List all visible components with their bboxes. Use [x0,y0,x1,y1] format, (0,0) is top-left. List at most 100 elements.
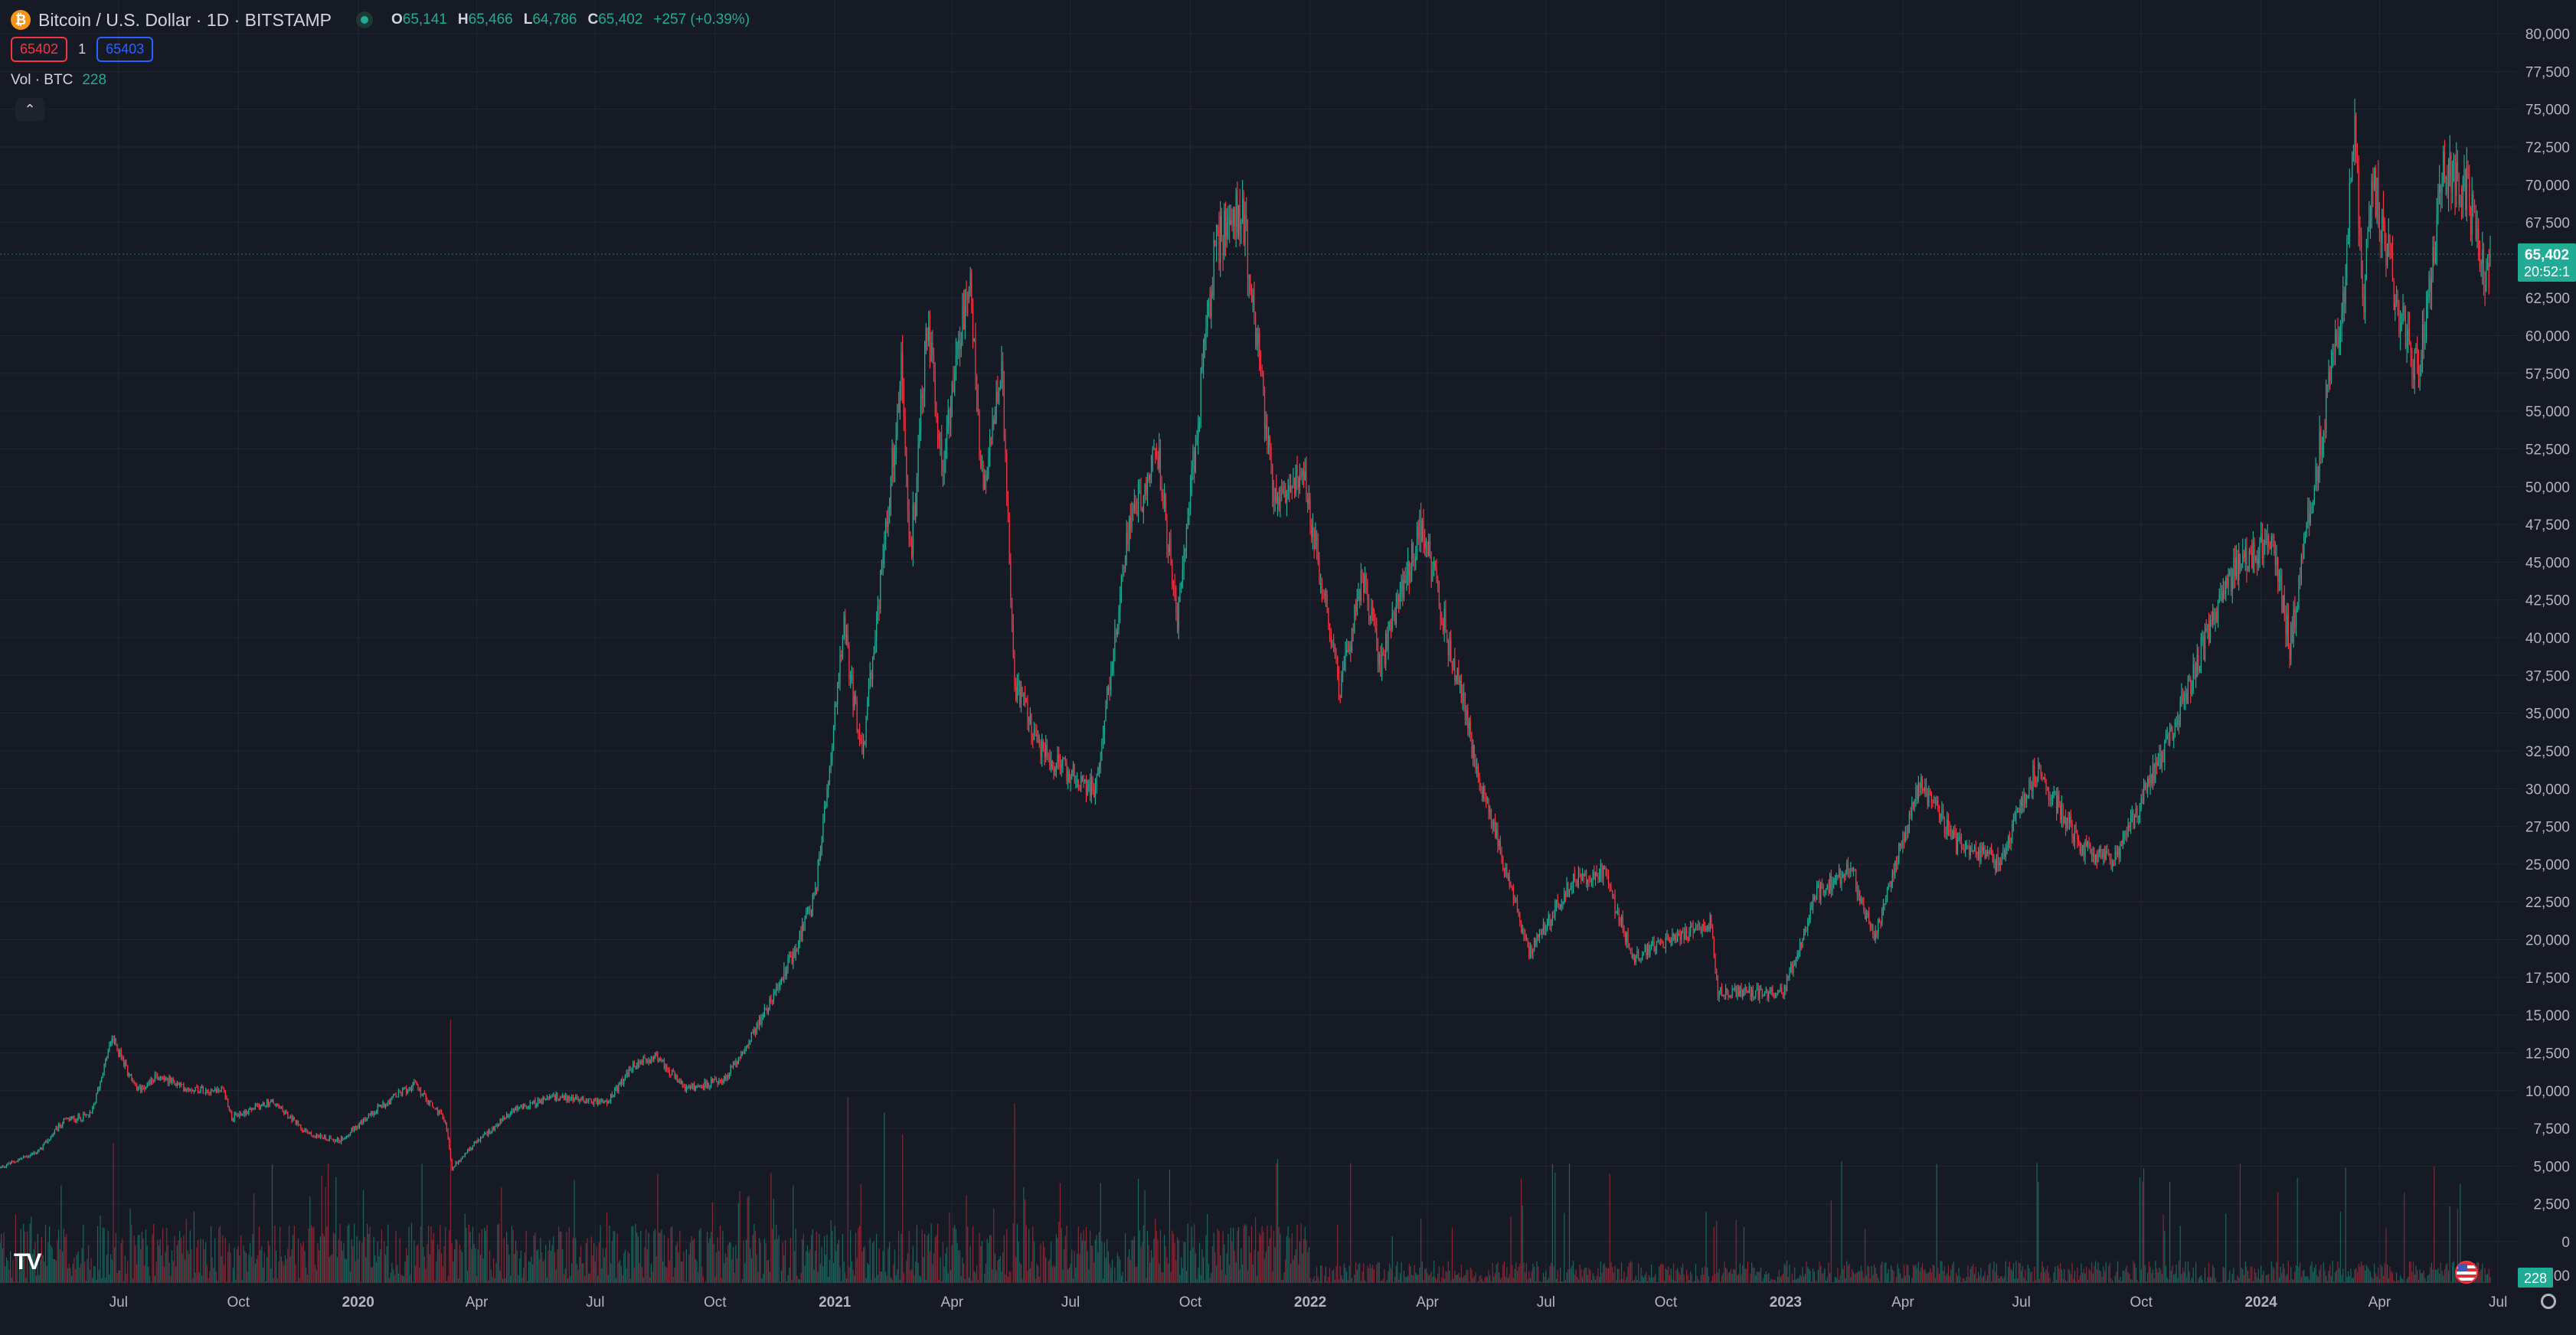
volume-bar [1290,1264,1291,1283]
candle-body [1805,929,1806,934]
candle-body [1194,450,1195,472]
volume-bar [2058,1268,2059,1283]
volume-bar [209,1271,210,1283]
candle-body [1773,994,1774,996]
candle-body [1543,924,1544,932]
volume-bar [260,1250,261,1283]
candle-body [1889,885,1890,887]
volume-bar [1437,1274,1438,1283]
volume-bar [1875,1268,1876,1283]
candle-body [1893,870,1894,875]
candle-body [264,1102,265,1105]
candle-body [580,1099,581,1100]
candle-body [311,1133,312,1136]
candle-body [941,439,942,464]
candle-body [1432,570,1433,582]
candle-body [2056,791,2057,813]
candle-body [1638,951,1639,959]
candle-body [1569,889,1570,895]
volume-bar [1030,1268,1031,1283]
volume-bar [2021,1271,2022,1283]
volume-bar [1140,1247,1141,1283]
candle-body [406,1088,407,1093]
volume-bar [614,1232,615,1283]
candle-body [1216,226,1217,247]
candle-body [1294,478,1295,493]
candle-body [474,1143,475,1147]
volume-bar [2074,1271,2075,1283]
candle-body [1114,629,1115,650]
volume-bar [170,1276,171,1283]
volume-bar [330,1255,331,1283]
candle-body [575,1097,576,1100]
candle-body [1820,883,1821,899]
volume-bar [1952,1265,1953,1283]
volume-bar [883,1251,884,1283]
candle-body [84,1114,85,1115]
candle-body [1496,830,1497,837]
candle-body [1157,456,1158,468]
volume-bar [1965,1281,1966,1283]
candle-body [1643,951,1644,955]
volume-bar [1593,1273,1594,1283]
volume-bar [153,1224,154,1283]
candle-body [855,696,856,701]
candle-body [1932,801,1933,802]
candle-body [606,1101,607,1104]
volume-bar [238,1246,239,1283]
candle-body [1484,786,1485,794]
candle-body [51,1134,52,1137]
volume-bar [231,1282,232,1283]
volume-bar [1353,1282,1354,1283]
volume-bar [604,1258,605,1283]
candle-body [807,908,808,912]
volume-bar [765,1243,766,1283]
candle-body [1465,703,1466,720]
volume-bar [1027,1271,1028,1283]
candle-body [1914,800,1915,805]
volume-bar [169,1262,170,1283]
candle-body [1344,668,1345,671]
candle-body [1944,819,1945,833]
volume-bar [1509,1274,1510,1283]
candle-body [493,1128,494,1130]
candle-body [1092,778,1093,792]
candle-body [445,1121,446,1123]
volume-bar [1859,1271,1860,1283]
candle-body [1441,620,1442,624]
candle-body [1836,875,1837,878]
volume-bar [773,1199,774,1283]
volume-bar [1694,1281,1695,1283]
volume-bar [488,1281,489,1283]
candle-body [1440,606,1441,620]
candle-body [811,911,812,915]
candle-body [465,1154,466,1157]
volume-bar [967,1227,968,1283]
volume-bar [160,1239,161,1283]
volume-bar [294,1226,295,1283]
y-tick-label: 17,500 [2525,971,2570,987]
volume-bar [1488,1270,1489,1283]
volume-bar [1758,1271,1759,1283]
volume-bar [1600,1262,1601,1283]
candle-body [207,1090,208,1092]
volume-bar [1428,1275,1429,1283]
volume-bar [1857,1272,1858,1283]
candle-body [1353,628,1354,632]
volume-bar [1078,1226,1079,1283]
candle-body [330,1137,331,1139]
volume-bar [619,1260,620,1283]
candle-body [1238,205,1239,235]
candle-body [742,1052,743,1054]
candle-body [1186,528,1187,550]
candle-body [708,1083,709,1088]
volume-bar [1574,1275,1575,1283]
volume-bar [1932,1265,1933,1283]
volume-bar [1705,1212,1706,1283]
candle-body [6,1165,7,1167]
candle-body [286,1112,287,1113]
candle-body [1222,237,1223,255]
volume-bar [1597,1268,1598,1283]
